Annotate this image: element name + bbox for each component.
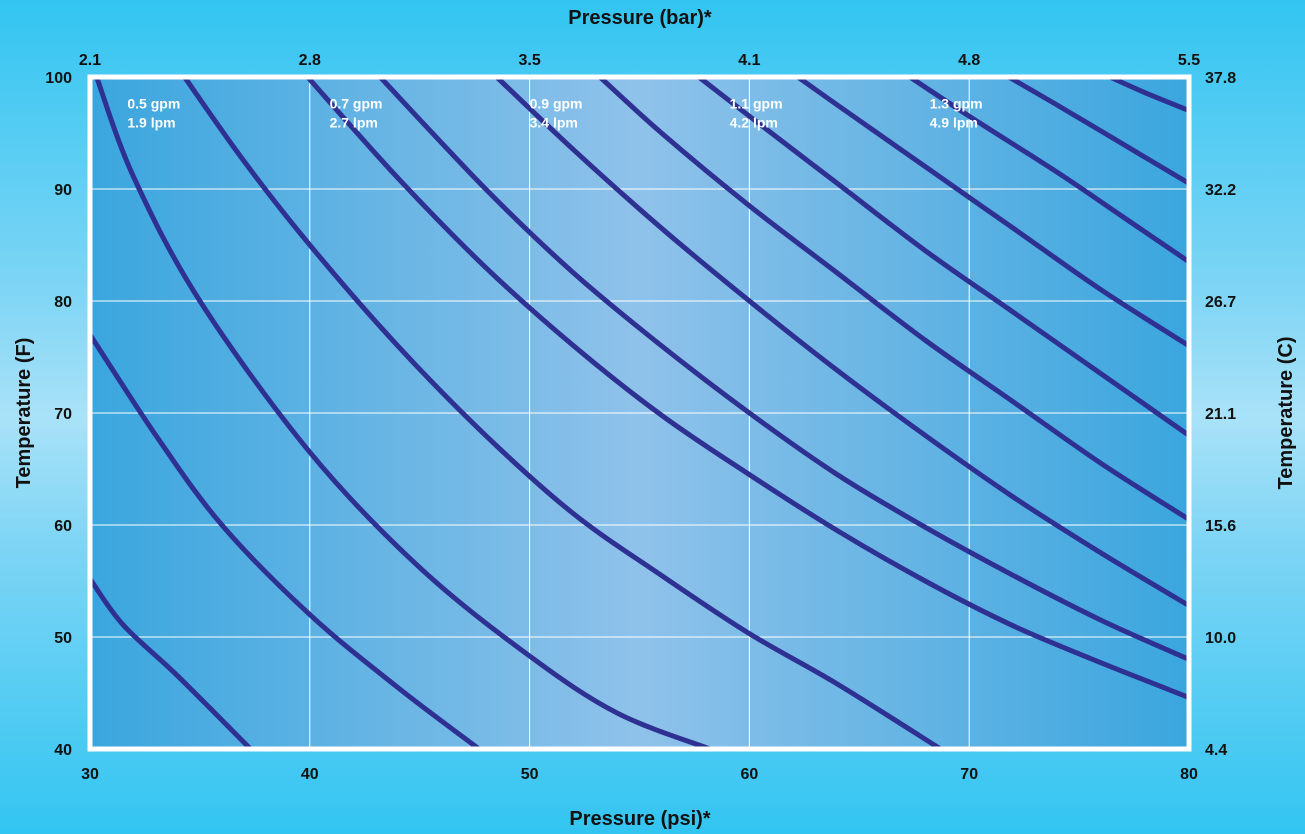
flow-curve <box>87 332 482 752</box>
y2-tick-label: 10.0 <box>1205 630 1236 647</box>
y2-axis-ticks: 4.4 10.0 15.6 21.1 26.7 32.2 37.8 <box>1205 70 1236 759</box>
x-tick-label: 70 <box>960 766 978 783</box>
y2-tick-label: 37.8 <box>1205 70 1236 87</box>
y2-tick-label: 26.7 <box>1205 294 1236 311</box>
curve-label-gpm: 1.3 gpm <box>930 95 983 111</box>
flow-curve <box>377 74 1192 662</box>
x2-axis-ticks: 2.1 2.8 3.5 4.1 4.8 5.5 <box>79 52 1200 69</box>
curve-labels: 0.5 gpm 1.9 lpm 0.7 gpm 2.7 lpm 0.9 gpm 3.4 l… <box>127 95 982 130</box>
flow-curve <box>597 74 1192 522</box>
x-tick-label: 40 <box>301 766 319 783</box>
x-tick-label: 50 <box>521 766 539 783</box>
flow-curves <box>87 74 1192 752</box>
curve-label-gpm: 1.1 gpm <box>730 95 783 111</box>
flow-curve <box>182 74 944 752</box>
x2-tick-label: 2.1 <box>79 52 101 69</box>
x2-tick-label: 3.5 <box>518 52 540 69</box>
x2-tick-label: 4.1 <box>738 52 760 69</box>
flow-curve <box>696 74 1192 438</box>
x2-tick-label: 5.5 <box>1178 52 1200 69</box>
curve-label-gpm: 0.5 gpm <box>127 95 180 111</box>
curve-label-gpm: 0.9 gpm <box>530 95 583 111</box>
y2-tick-label: 21.1 <box>1205 406 1236 423</box>
flow-curve <box>305 74 1192 700</box>
x-tick-label: 60 <box>741 766 759 783</box>
flow-curve <box>907 74 1192 265</box>
y-tick-label: 40 <box>54 742 72 759</box>
curve-label-lpm: 3.4 lpm <box>530 114 578 130</box>
x2-tick-label: 4.8 <box>958 52 980 69</box>
y-tick-label: 60 <box>54 518 72 535</box>
y2-tick-label: 15.6 <box>1205 518 1236 535</box>
x-tick-label: 30 <box>81 766 99 783</box>
y-axis-title: Temperature (F) <box>13 338 35 489</box>
curve-label-lpm: 2.7 lpm <box>330 114 378 130</box>
curve-label-lpm: 4.2 lpm <box>730 114 778 130</box>
y2-tick-label: 32.2 <box>1205 182 1236 199</box>
x2-axis-title: Pressure (bar)* <box>568 7 712 29</box>
y2-axis-title: Temperature (C) <box>1275 337 1297 490</box>
y-tick-label: 50 <box>54 630 72 647</box>
flow-curve <box>795 74 1192 349</box>
x-tick-label: 80 <box>1180 766 1198 783</box>
flow-curve <box>94 74 713 752</box>
y2-tick-label: 4.4 <box>1205 742 1227 759</box>
curve-label-gpm: 0.7 gpm <box>330 95 383 111</box>
curve-label-lpm: 4.9 lpm <box>930 114 978 130</box>
flow-curve <box>1107 74 1192 114</box>
x2-tick-label: 2.8 <box>299 52 321 69</box>
y-axis-ticks: 40 50 60 70 80 90 100 <box>45 70 72 759</box>
flow-curve <box>1006 74 1192 186</box>
flow-curve <box>87 576 253 752</box>
curve-label-lpm: 1.9 lpm <box>127 114 175 130</box>
y-tick-label: 70 <box>54 406 72 423</box>
plot-frame <box>87 74 1192 752</box>
y-tick-label: 90 <box>54 182 72 199</box>
y-tick-label: 80 <box>54 294 72 311</box>
x-axis-ticks: 30 40 50 60 70 80 <box>81 766 1198 783</box>
y-tick-label: 100 <box>45 70 72 87</box>
flow-curve <box>494 74 1192 609</box>
x-axis-title: Pressure (psi)* <box>569 808 710 830</box>
